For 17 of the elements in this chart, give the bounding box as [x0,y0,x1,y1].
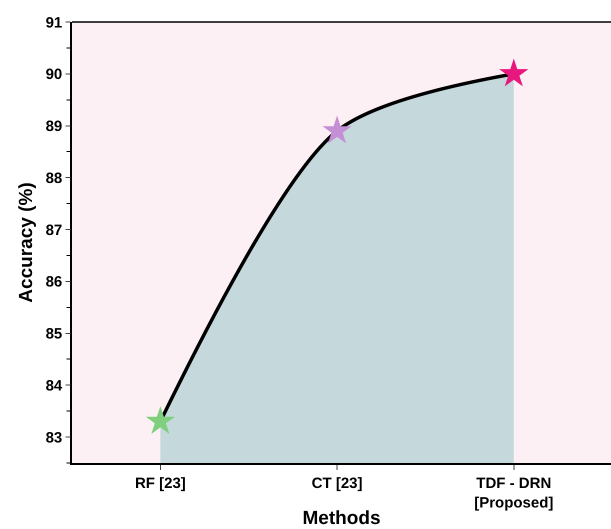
x-tick-label: TDF - DRN [Proposed] [474,474,554,512]
y-tick-label: 86 [46,274,62,291]
x-axis-title: Methods [302,508,381,529]
y-axis-title: Accuracy (%) [16,182,37,303]
y-tick-label: 83 [46,429,62,446]
y-tick-label: 89 [46,118,62,136]
x-tick-label: CT [23] [312,474,362,492]
y-tick-label: 84 [46,377,63,394]
y-tick-label: 91 [46,14,62,32]
point [499,58,528,86]
point [322,116,352,144]
y-tick-label: 88 [46,170,62,187]
point [146,406,176,434]
x-tick-label: RF [23] [134,474,186,492]
y-tick-label: 87 [46,222,62,239]
y-tick-label: 85 [46,326,62,343]
y-tick-label: 90 [46,66,62,84]
